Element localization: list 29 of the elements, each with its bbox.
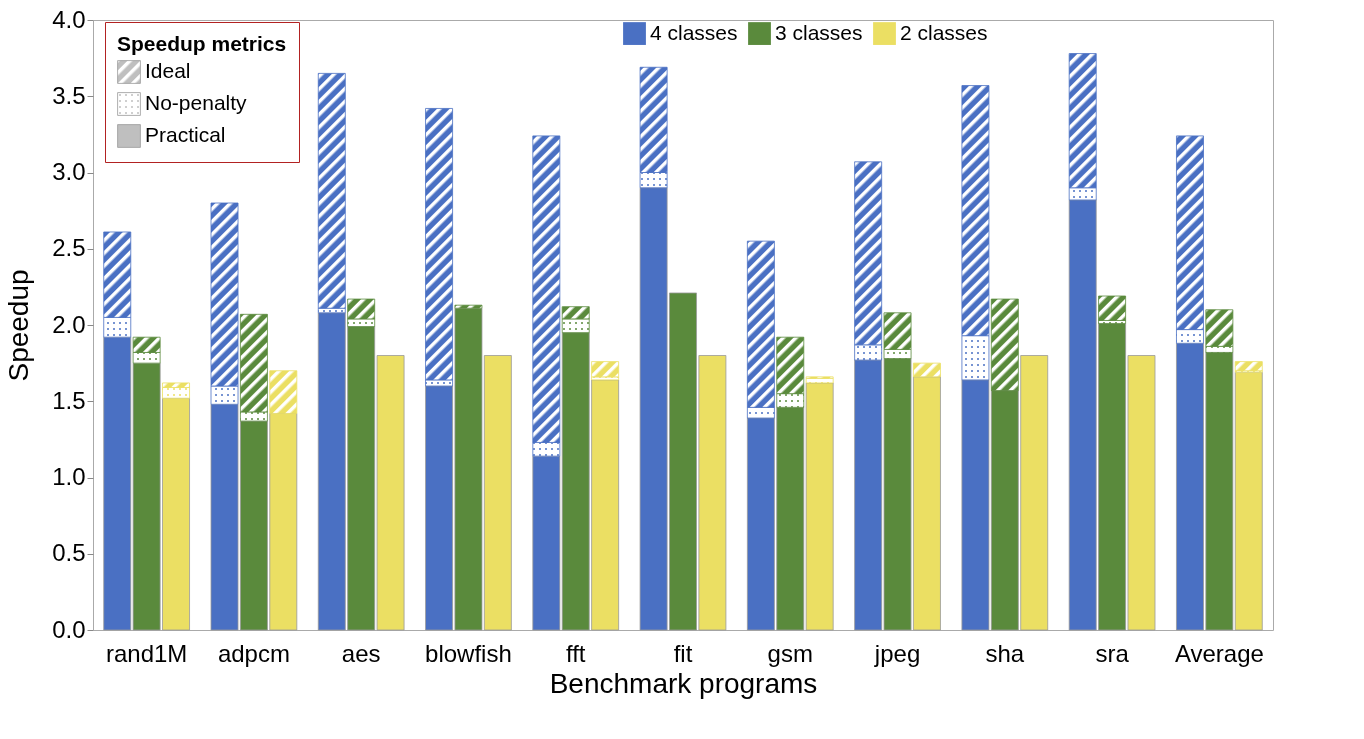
annotation: Ideal	[145, 59, 191, 82]
annotation: No-penalty	[145, 91, 248, 114]
y-tick-label: 2.5	[52, 234, 86, 262]
x-tick-label: fit	[673, 639, 693, 667]
x-tick-label: aes	[341, 639, 381, 667]
legend-label: 3 classes	[775, 20, 863, 44]
y-tick-label: 1.5	[52, 386, 86, 414]
legend-label: 2 classes	[900, 20, 988, 44]
x-tick-label: adpcm	[217, 639, 290, 667]
x-tick-label: blowfish	[425, 639, 512, 667]
y-tick-label: 1.0	[52, 463, 86, 490]
legend-title: Speedup metrics	[117, 32, 287, 55]
x-tick-label: Average	[1174, 639, 1264, 667]
y-tick-label: 3.5	[52, 81, 86, 109]
x-tick-label: rand1M	[105, 639, 188, 667]
y-tick-label: 0.5	[52, 539, 86, 567]
x-tick-label: sra	[1095, 639, 1130, 667]
y-tick-label: 3.0	[52, 158, 86, 185]
y-axis-title: Speedup	[3, 269, 35, 382]
x-tick-label: gsm	[767, 639, 813, 667]
annotation: Practical	[145, 123, 226, 146]
x-tick-label: sha	[985, 639, 1025, 667]
y-tick-label: 2.0	[52, 310, 86, 338]
legend-label: 4 classes	[650, 20, 738, 44]
x-tick-label: fft	[565, 639, 586, 667]
y-tick-label: 4.0	[52, 5, 86, 33]
x-axis-title: Benchmark programs	[549, 667, 818, 699]
y-tick-label: 0.0	[52, 615, 86, 643]
x-tick-label: jpeg	[873, 639, 921, 667]
